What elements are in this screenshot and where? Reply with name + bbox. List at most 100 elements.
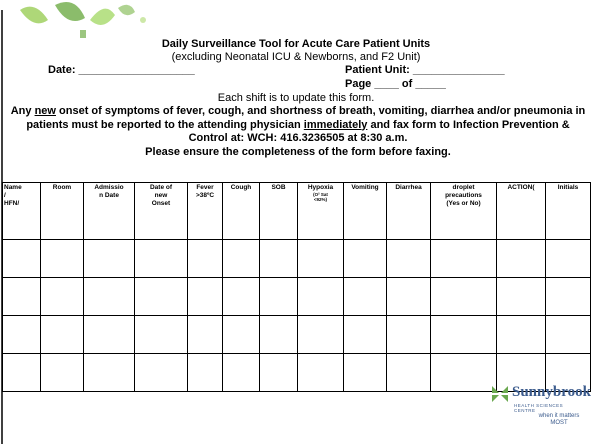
text: new (34, 105, 56, 117)
table-cell (343, 277, 387, 316)
table-cell (222, 353, 260, 392)
logo-mark (492, 386, 508, 402)
table-cell (545, 277, 591, 316)
table-cell (496, 277, 546, 316)
table-cell (83, 315, 135, 354)
table-cell (40, 353, 84, 392)
header-text: Diarrhea (395, 184, 422, 191)
column-header: Initials (545, 182, 591, 240)
table-cell (496, 239, 546, 278)
table-row (2, 315, 591, 354)
column-header: Admissio n Date (83, 182, 135, 240)
table-cell (259, 315, 298, 354)
header-text: Date of new Onset (149, 184, 173, 207)
header-text: Initials (557, 184, 579, 191)
table-cell (83, 277, 135, 316)
table-cell (386, 353, 431, 392)
table-cell (2, 277, 41, 316)
table-cell (187, 315, 223, 354)
table-cell (430, 277, 497, 316)
table-cell (83, 353, 135, 392)
table-row (2, 239, 591, 278)
table-cell (386, 277, 431, 316)
table-cell (2, 315, 41, 354)
table-cell (430, 353, 497, 392)
text: Any (10, 105, 35, 117)
table-cell (259, 353, 298, 392)
table-cell (297, 277, 344, 316)
column-header: Name / HFN/ (2, 182, 41, 240)
column-header: Diarrhea (386, 182, 431, 240)
header-row: Name / HFN/Room Admissio n Date Date of ne… (2, 182, 591, 240)
table-cell (545, 353, 591, 392)
title: Daily Surveillance Tool for Acute Care P… (161, 38, 431, 50)
table-cell (222, 277, 260, 316)
table-row (2, 277, 591, 316)
header-text: Admissio n Date (94, 184, 124, 199)
page-label: Page ____ of _____ (345, 78, 446, 90)
column-header: Hypoxia (O² Sat <92%) (297, 182, 344, 240)
header-text: Room (52, 184, 72, 191)
text: onset of symptoms of fever, cough, and s… (26, 105, 586, 131)
subtitle: (excluding Neonatal ICU & Newborns, and … (171, 51, 421, 63)
header-text: Cough (230, 184, 252, 191)
header-text: Hypoxia (307, 184, 334, 191)
text: immediately (303, 118, 368, 131)
header-text: droplet precautions (Yes or No) (445, 184, 482, 207)
column-header: Room (40, 182, 84, 240)
table-cell (545, 239, 591, 278)
column-header: SOB (259, 182, 298, 240)
table-cell (40, 239, 84, 278)
header-text: Vomiting (351, 184, 379, 191)
date-label: Date: ___________________ (48, 64, 195, 76)
table-cell (134, 239, 188, 278)
table-cell (83, 239, 135, 278)
table-cell (545, 315, 591, 354)
unit-label: Patient Unit: _______________ (345, 64, 505, 76)
table-cell (259, 239, 298, 278)
column-header: Vomiting (343, 182, 387, 240)
column-header: Fever >38ºC (187, 182, 223, 240)
header-text: SOB (271, 184, 286, 191)
table-cell (386, 315, 431, 354)
update-note: Each shift is to update this form. (217, 92, 375, 104)
column-header: droplet precautions (Yes or No) (430, 182, 497, 240)
table-cell (297, 239, 344, 278)
column-header: Cough (222, 182, 260, 240)
table-cell (222, 315, 260, 354)
header-text: Fever >38ºC (195, 184, 215, 199)
logo-tagline: HEALTH SCIENCES CENTRE (514, 403, 564, 413)
table-cell (187, 353, 223, 392)
table-cell (297, 353, 344, 392)
table-cell (134, 353, 188, 392)
table-cell (40, 277, 84, 316)
instructions: Any new onset of symptoms of fever, coug… (8, 105, 588, 159)
table-cell (259, 277, 298, 316)
table-cell (430, 239, 497, 278)
table-cell (2, 239, 41, 278)
table-cell (430, 315, 497, 354)
logo-slogan: when it matters MOST (538, 413, 580, 426)
text: and fax form to Infection Prevention & C… (188, 118, 570, 145)
table-row (2, 353, 591, 392)
surveillance-table: Name / HFN/Room Admissio n Date Date of ne… (2, 182, 591, 392)
table-cell (496, 315, 546, 354)
table-cell (343, 353, 387, 392)
table-cell (134, 315, 188, 354)
table-cell (187, 239, 223, 278)
column-header: ACTION( (496, 182, 546, 240)
table-cell (343, 315, 387, 354)
header-note: (O² Sat <92%) (313, 191, 328, 203)
table-cell (40, 315, 84, 354)
column-header: Date of new Onset (134, 182, 188, 240)
logo-name: Sunnybrook (512, 384, 591, 400)
table-cell (297, 315, 344, 354)
table-cell (222, 239, 260, 278)
header-text: ACTION( (507, 184, 535, 191)
table-cell (2, 353, 41, 392)
table-cell (343, 239, 387, 278)
table-cell (187, 277, 223, 316)
table-cell (386, 239, 431, 278)
header-text: Name / HFN/ (4, 184, 22, 207)
